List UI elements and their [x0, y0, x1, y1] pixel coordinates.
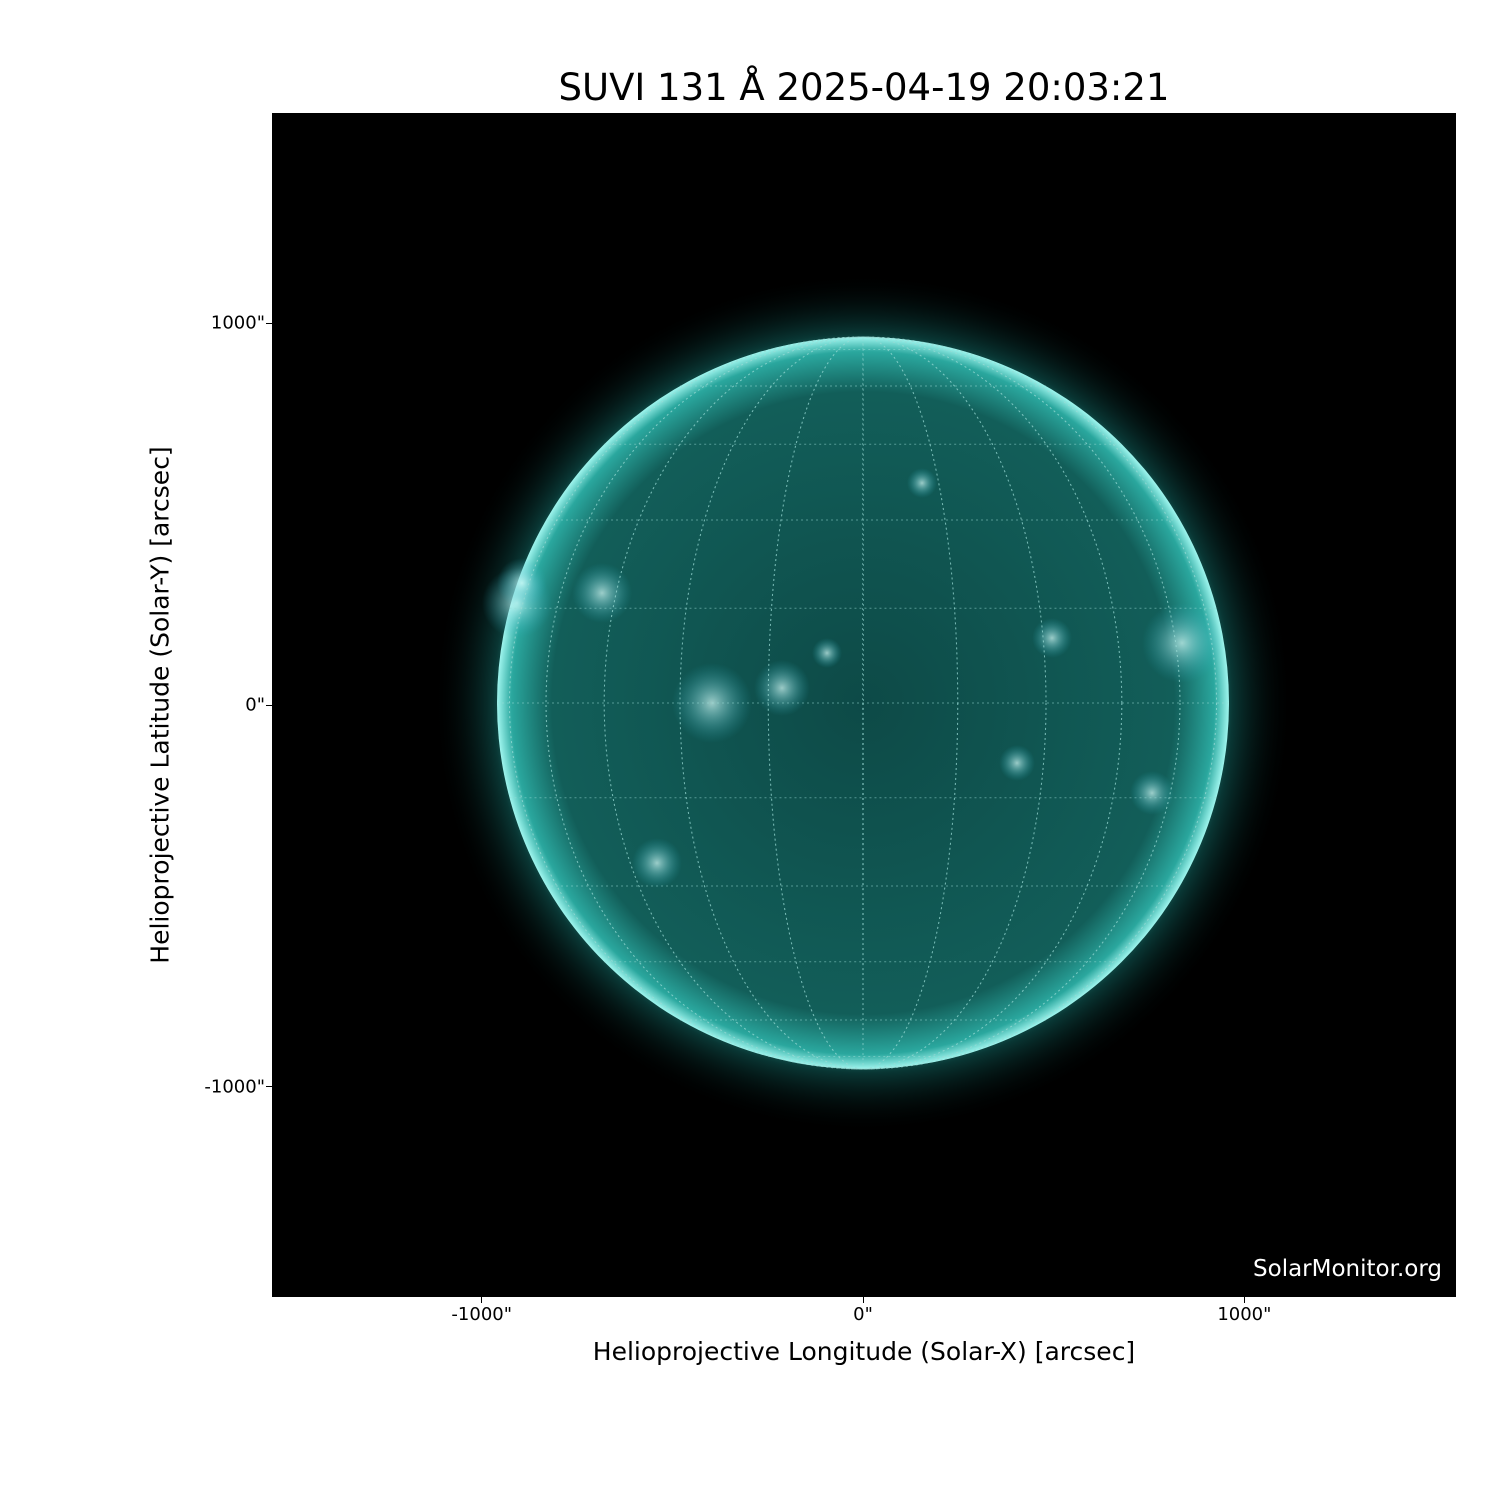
x-tick-mark — [862, 1297, 864, 1303]
x-tick-mark — [1243, 1297, 1245, 1303]
active-regions — [482, 468, 1222, 888]
solar-image — [272, 113, 1456, 1297]
bright-region — [572, 563, 632, 623]
bright-region — [632, 838, 682, 888]
bright-region — [812, 638, 842, 668]
x-tick-label: 1000" — [1217, 1304, 1272, 1325]
x-axis-label: Helioprojective Longitude (Solar-X) [arc… — [592, 1337, 1136, 1366]
longitude-line — [679, 336, 1047, 1070]
bright-region — [1130, 771, 1174, 815]
longitude-line — [508, 336, 1218, 1070]
y-tick-mark — [266, 322, 272, 324]
watermark: SolarMonitor.org — [1253, 1256, 1442, 1282]
y-tick-mark — [266, 704, 272, 706]
y-axis-label: Helioprojective Latitude (Solar-Y) [arcs… — [145, 446, 175, 964]
y-tick-mark — [266, 1086, 272, 1088]
bright-region — [907, 468, 937, 498]
x-tick-mark — [481, 1297, 483, 1303]
y-tick-label: 0" — [245, 694, 265, 716]
longitude-line — [603, 336, 1123, 1070]
x-tick-label: 0" — [853, 1304, 873, 1325]
bright-region — [754, 660, 810, 716]
chart-title: SUVI 131 Å 2025-04-19 20:03:21 — [558, 66, 1170, 109]
longitude-line — [545, 336, 1181, 1070]
bright-region — [1142, 603, 1222, 683]
y-tick-label: 1000" — [210, 312, 265, 334]
x-tick-label: -1000" — [451, 1304, 513, 1325]
bright-region — [497, 558, 547, 608]
heliographic-grid — [497, 336, 1229, 1070]
y-tick-label: -1000" — [204, 1076, 265, 1098]
bright-region — [999, 745, 1035, 781]
bright-region — [1032, 618, 1072, 658]
